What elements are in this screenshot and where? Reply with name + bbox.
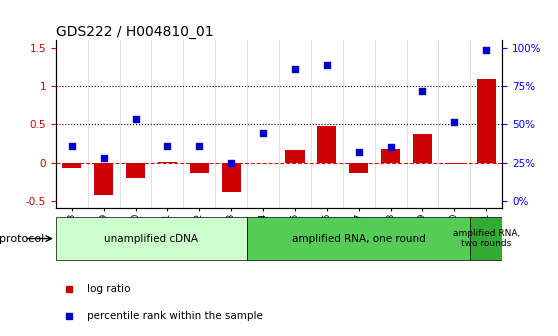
Point	[258, 131, 267, 136]
Bar	[62, 163, 81, 168]
Bar	[285, 150, 305, 163]
Point	[195, 144, 204, 149]
Point	[354, 149, 363, 155]
Point	[163, 144, 172, 149]
Text: amplified RNA,
two rounds: amplified RNA, two rounds	[453, 229, 520, 248]
Bar	[445, 163, 464, 164]
Point	[131, 116, 140, 122]
Text: GDS222 / H004810_01: GDS222 / H004810_01	[56, 25, 213, 39]
Bar	[247, 217, 470, 260]
Bar	[190, 163, 209, 173]
Text: protocol: protocol	[0, 234, 45, 244]
Point	[482, 48, 490, 53]
Point	[291, 67, 300, 72]
Point	[323, 62, 331, 68]
Point	[450, 119, 459, 125]
Bar	[126, 163, 145, 178]
Point	[68, 143, 76, 149]
Text: percentile rank within the sample: percentile rank within the sample	[87, 311, 263, 321]
Bar	[318, 126, 336, 163]
Bar	[413, 134, 432, 163]
Bar	[56, 217, 247, 260]
Text: amplified RNA, one round: amplified RNA, one round	[292, 234, 426, 244]
Bar	[94, 163, 113, 195]
Bar	[222, 163, 240, 192]
Bar	[349, 163, 368, 173]
Text: log ratio: log ratio	[87, 284, 131, 294]
Bar	[381, 149, 400, 163]
Point	[386, 144, 395, 150]
Point	[99, 155, 108, 161]
Bar	[470, 217, 502, 260]
Bar	[158, 162, 177, 163]
Bar	[477, 79, 496, 163]
Point	[227, 160, 235, 165]
Point	[418, 89, 427, 94]
Text: unamplified cDNA: unamplified cDNA	[104, 234, 199, 244]
